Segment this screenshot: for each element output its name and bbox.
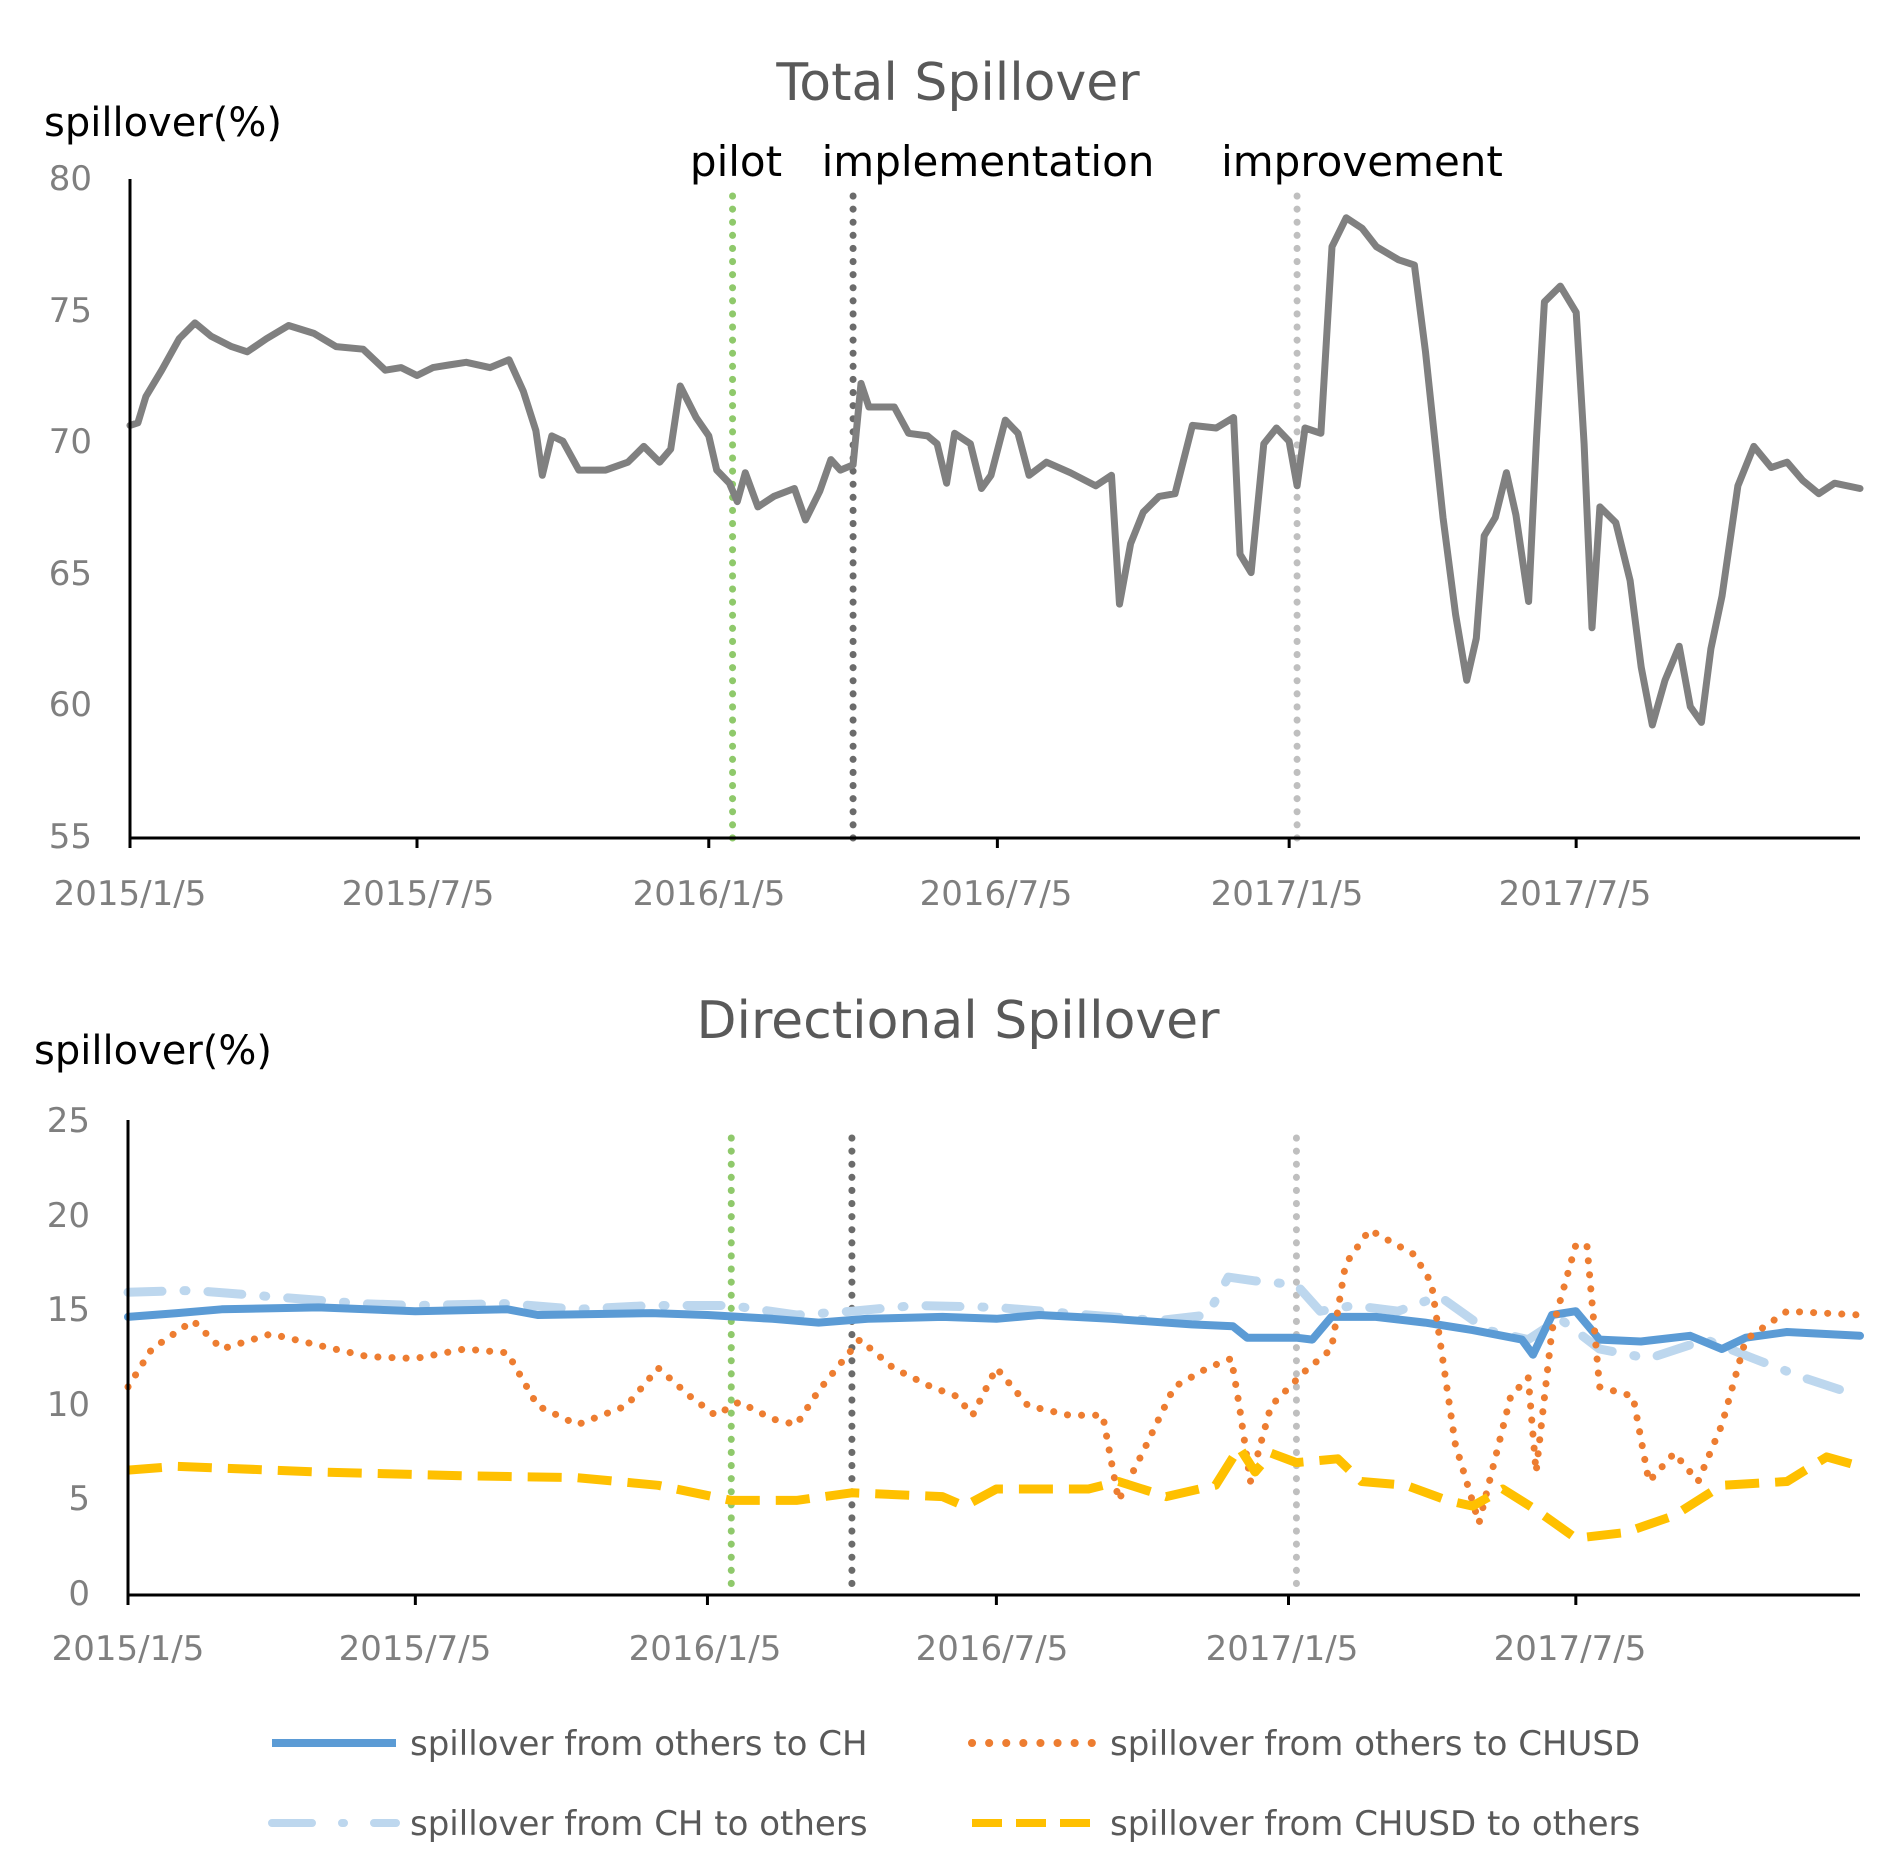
y-axis-label: spillover(%) <box>34 1028 272 1074</box>
x-tick-label: 2017/1/5 <box>1206 1629 1359 1669</box>
y-tick-labels: 55 60 65 70 75 80 <box>49 159 92 857</box>
event-lines <box>729 192 1301 842</box>
y-tick-label: 25 <box>47 1101 90 1141</box>
y-tick-label: 75 <box>49 291 92 331</box>
x-tick-label: 2015/1/5 <box>52 1629 205 1669</box>
event-label-implementation: implementation <box>822 137 1155 186</box>
y-tick-label: 70 <box>49 422 92 462</box>
series-line <box>124 1226 1864 1527</box>
axes <box>128 179 1860 848</box>
x-tick-label: 2016/1/5 <box>633 874 786 914</box>
series-line <box>127 1442 1862 1543</box>
x-tick-label: 2015/7/5 <box>342 874 495 914</box>
y-tick-label: 65 <box>49 554 92 594</box>
axes <box>126 1120 1860 1605</box>
series-line <box>126 214 1864 729</box>
y-axis-label: spillover(%) <box>44 100 282 146</box>
x-tick-label: 2015/1/5 <box>54 874 207 914</box>
x-tick-label: 2017/1/5 <box>1211 874 1364 914</box>
event-label-pilot: pilot <box>690 137 782 186</box>
y-tick-label: 15 <box>47 1290 90 1330</box>
x-tick-labels: 2015/1/5 2015/7/5 2016/1/5 2016/7/5 2017… <box>52 1629 1647 1669</box>
x-tick-label: 2016/7/5 <box>920 874 1073 914</box>
chart-title: Total Spillover <box>775 53 1140 113</box>
event-lines <box>727 1134 1300 1594</box>
y-tick-label: 0 <box>68 1574 90 1614</box>
y-tick-labels: 0 5 10 15 20 25 <box>47 1101 90 1614</box>
x-tick-labels: 2015/1/5 2015/7/5 2016/1/5 2016/7/5 2017… <box>54 874 1652 914</box>
legend: spillover from others to CH spillover fr… <box>268 1724 1640 1844</box>
chart-title: Directional Spillover <box>696 991 1220 1051</box>
chart-total-spillover: Total Spillover spillover(%) 55 60 65 70… <box>44 53 1864 914</box>
chart-directional-spillover: Directional Spillover spillover(%) 0 5 1… <box>34 991 1865 1669</box>
legend-label-others-to-chusd: spillover from others to CHUSD <box>1110 1724 1640 1764</box>
event-label-improvement: improvement <box>1221 137 1503 186</box>
x-tick-label: 2017/7/5 <box>1494 1629 1647 1669</box>
legend-label-others-to-ch: spillover from others to CH <box>410 1724 868 1764</box>
y-tick-label: 60 <box>49 685 92 725</box>
legend-label-chusd-to-others: spillover from CHUSD to others <box>1110 1804 1640 1844</box>
y-tick-label: 5 <box>68 1479 90 1519</box>
x-tick-label: 2015/7/5 <box>339 1629 492 1669</box>
series-line <box>124 1303 1864 1359</box>
y-tick-label: 20 <box>47 1196 90 1236</box>
y-tick-label: 55 <box>49 817 92 857</box>
event-labels: pilot implementation improvement <box>690 137 1503 186</box>
x-tick-label: 2016/7/5 <box>916 1629 1069 1669</box>
x-tick-label: 2017/7/5 <box>1499 874 1652 914</box>
x-tick-label: 2016/1/5 <box>629 1629 782 1669</box>
series-lines <box>126 214 1864 729</box>
series-lines <box>123 1226 1865 1543</box>
y-tick-label: 10 <box>47 1385 90 1425</box>
legend-label-ch-to-others: spillover from CH to others <box>410 1804 868 1844</box>
y-tick-label: 80 <box>49 159 92 199</box>
